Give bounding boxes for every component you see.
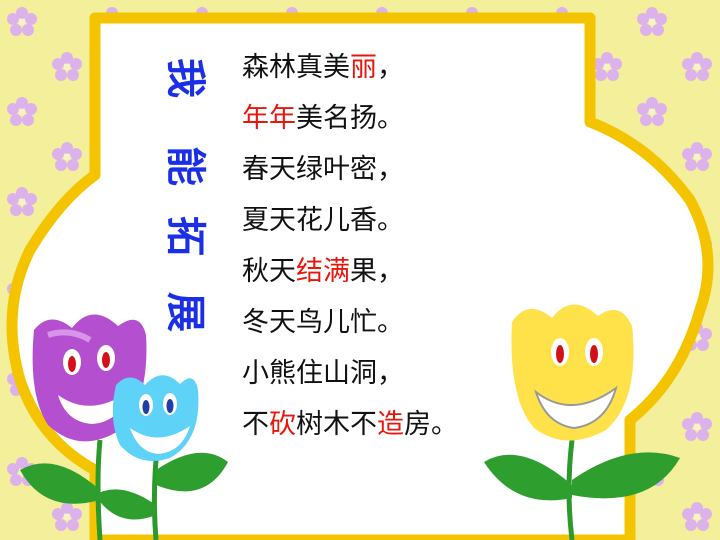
poem-line: 秋天结满果， bbox=[242, 252, 572, 303]
poem-segment: ， bbox=[377, 52, 404, 83]
highlighted-word: 砍 bbox=[269, 409, 296, 440]
poem-line: 不砍树木不造房。 bbox=[242, 405, 572, 456]
title-char: 拓 bbox=[162, 216, 208, 256]
poem-segment: 秋天 bbox=[242, 256, 296, 287]
highlighted-word: 结满 bbox=[296, 256, 350, 287]
poem-line: 小熊住山洞， bbox=[242, 354, 572, 405]
poem-segment: 房。 bbox=[404, 409, 458, 440]
yellow-tulip-face-icon bbox=[484, 304, 680, 540]
title-char: 能 bbox=[162, 146, 208, 186]
title-char: 展 bbox=[162, 292, 208, 332]
poem-line: 冬天鸟儿忙。 bbox=[242, 303, 572, 354]
highlighted-word: 造 bbox=[377, 409, 404, 440]
poem-line: 森林真美丽， bbox=[242, 48, 572, 99]
poem-segment: 不 bbox=[242, 409, 269, 440]
poem-segment: 春天绿叶密， bbox=[242, 154, 404, 185]
poem-segment: 美名扬。 bbox=[296, 103, 404, 134]
poem-line: 年年美名扬。 bbox=[242, 99, 572, 150]
highlighted-word: 年年 bbox=[242, 103, 296, 134]
poem-line: 春天绿叶密， bbox=[242, 150, 572, 201]
highlighted-word: 丽 bbox=[350, 52, 377, 83]
poem-line: 夏天花儿香。 bbox=[242, 201, 572, 252]
vertical-title: 我 能 拓 展 bbox=[150, 40, 220, 360]
blue-tulip-face-icon bbox=[95, 375, 228, 540]
poem-segment: 冬天鸟儿忙。 bbox=[242, 307, 404, 338]
poem-text: 森林真美丽， 年年美名扬。 春天绿叶密， 夏天花儿香。 秋天结满果， 冬天鸟儿忙。 小熊住山… bbox=[242, 48, 572, 456]
poem-segment: 果， bbox=[350, 256, 404, 287]
poem-segment: 树木不 bbox=[296, 409, 377, 440]
poem-segment: 夏天花儿香。 bbox=[242, 205, 404, 236]
poem-segment: 小熊住山洞， bbox=[242, 358, 404, 389]
title-char: 我 bbox=[162, 58, 208, 98]
poem-segment: 森林真美 bbox=[242, 52, 350, 83]
